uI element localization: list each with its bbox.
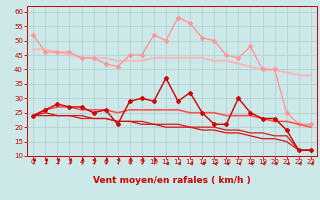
X-axis label: Vent moyen/en rafales ( km/h ): Vent moyen/en rafales ( km/h ) bbox=[93, 176, 251, 185]
